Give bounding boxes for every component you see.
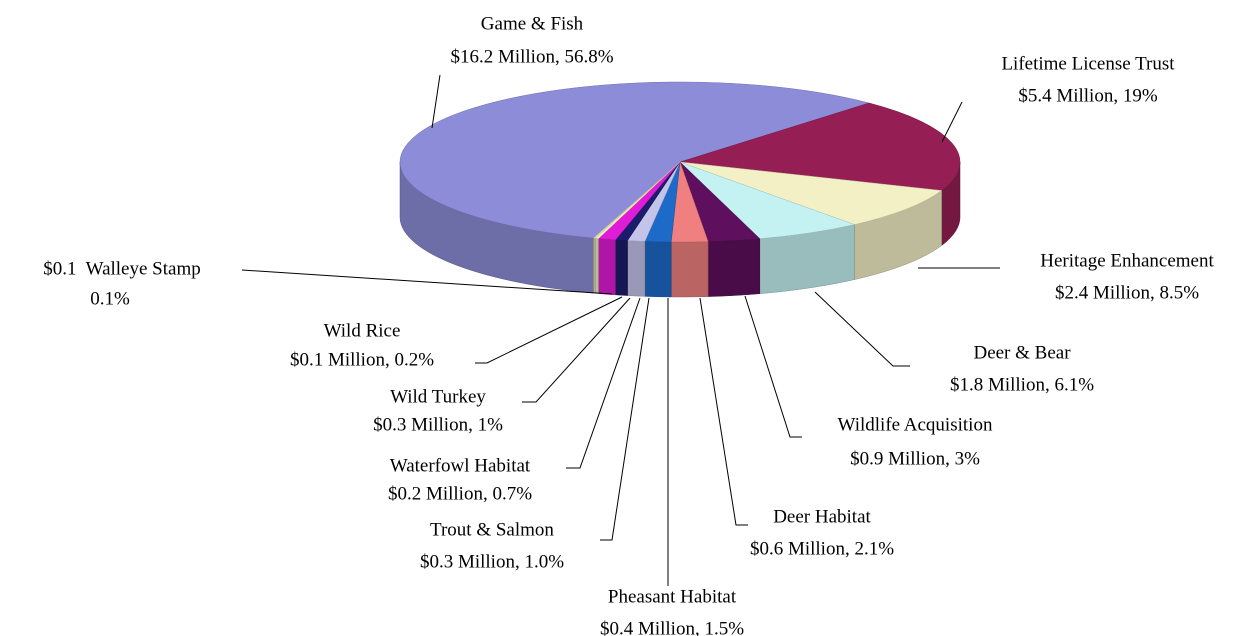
slice	[679, 161, 943, 225]
value-label: $0.9 Million, 3%	[850, 448, 980, 469]
leader-line	[431, 74, 441, 129]
value-label: $0.4 Million, 1.5%	[600, 618, 744, 636]
value-label: $16.2 Million, 56.8%	[450, 46, 613, 67]
slice-side	[670, 241, 709, 298]
value-label: $0.2 Million, 0.7%	[388, 483, 532, 504]
slice	[679, 102, 961, 191]
value-label: $0.3 Million, 1%	[373, 414, 503, 435]
leader-line	[522, 297, 631, 403]
value-label: $0.6 Million, 2.1%	[750, 538, 894, 559]
leader-line	[600, 297, 650, 541]
value-label: $2.4 Million, 8.5%	[1055, 282, 1199, 303]
slice-label: Wild Rice	[324, 320, 401, 341]
slice-label: Heritage Enhancement	[1040, 250, 1214, 271]
slice-label: $0.1 Walleye Stamp	[43, 258, 200, 279]
leader-line	[941, 101, 963, 143]
value-label: 0.1%	[90, 288, 130, 309]
leader-line	[475, 296, 623, 364]
leader-line	[744, 295, 802, 438]
slice-label: Game & Fish	[481, 13, 584, 34]
slice-side	[627, 240, 646, 297]
leader-line	[241, 269, 613, 295]
slice-label: Lifetime License Trust	[1001, 53, 1175, 74]
slice-side	[594, 237, 599, 294]
slice-label: Wild Turkey	[390, 386, 486, 407]
value-label: $1.8 Million, 6.1%	[950, 374, 1094, 395]
slice-label: Wildlife Acquisition	[838, 414, 993, 435]
leader-line	[699, 297, 748, 526]
slice	[399, 81, 871, 239]
value-label: $0.1 Million, 0.2%	[290, 349, 434, 370]
value-label: $5.4 Million, 19%	[1018, 85, 1158, 106]
slice-side	[644, 241, 672, 298]
slice-side	[707, 238, 761, 297]
slice-side	[593, 237, 596, 294]
slice-label: Pheasant Habitat	[608, 586, 737, 607]
slice-label: Trout & Salmon	[430, 519, 554, 540]
slice-label: Deer Habitat	[773, 506, 871, 527]
slice-side	[615, 239, 628, 296]
slice-label: Waterfowl Habitat	[390, 455, 531, 476]
leader-line	[814, 291, 910, 367]
slice-side	[598, 238, 616, 296]
slice	[592, 161, 681, 239]
value-label: $0.3 Million, 1.0%	[420, 551, 564, 572]
leader-line	[566, 297, 641, 469]
slice-label: Deer & Bear	[973, 342, 1071, 363]
